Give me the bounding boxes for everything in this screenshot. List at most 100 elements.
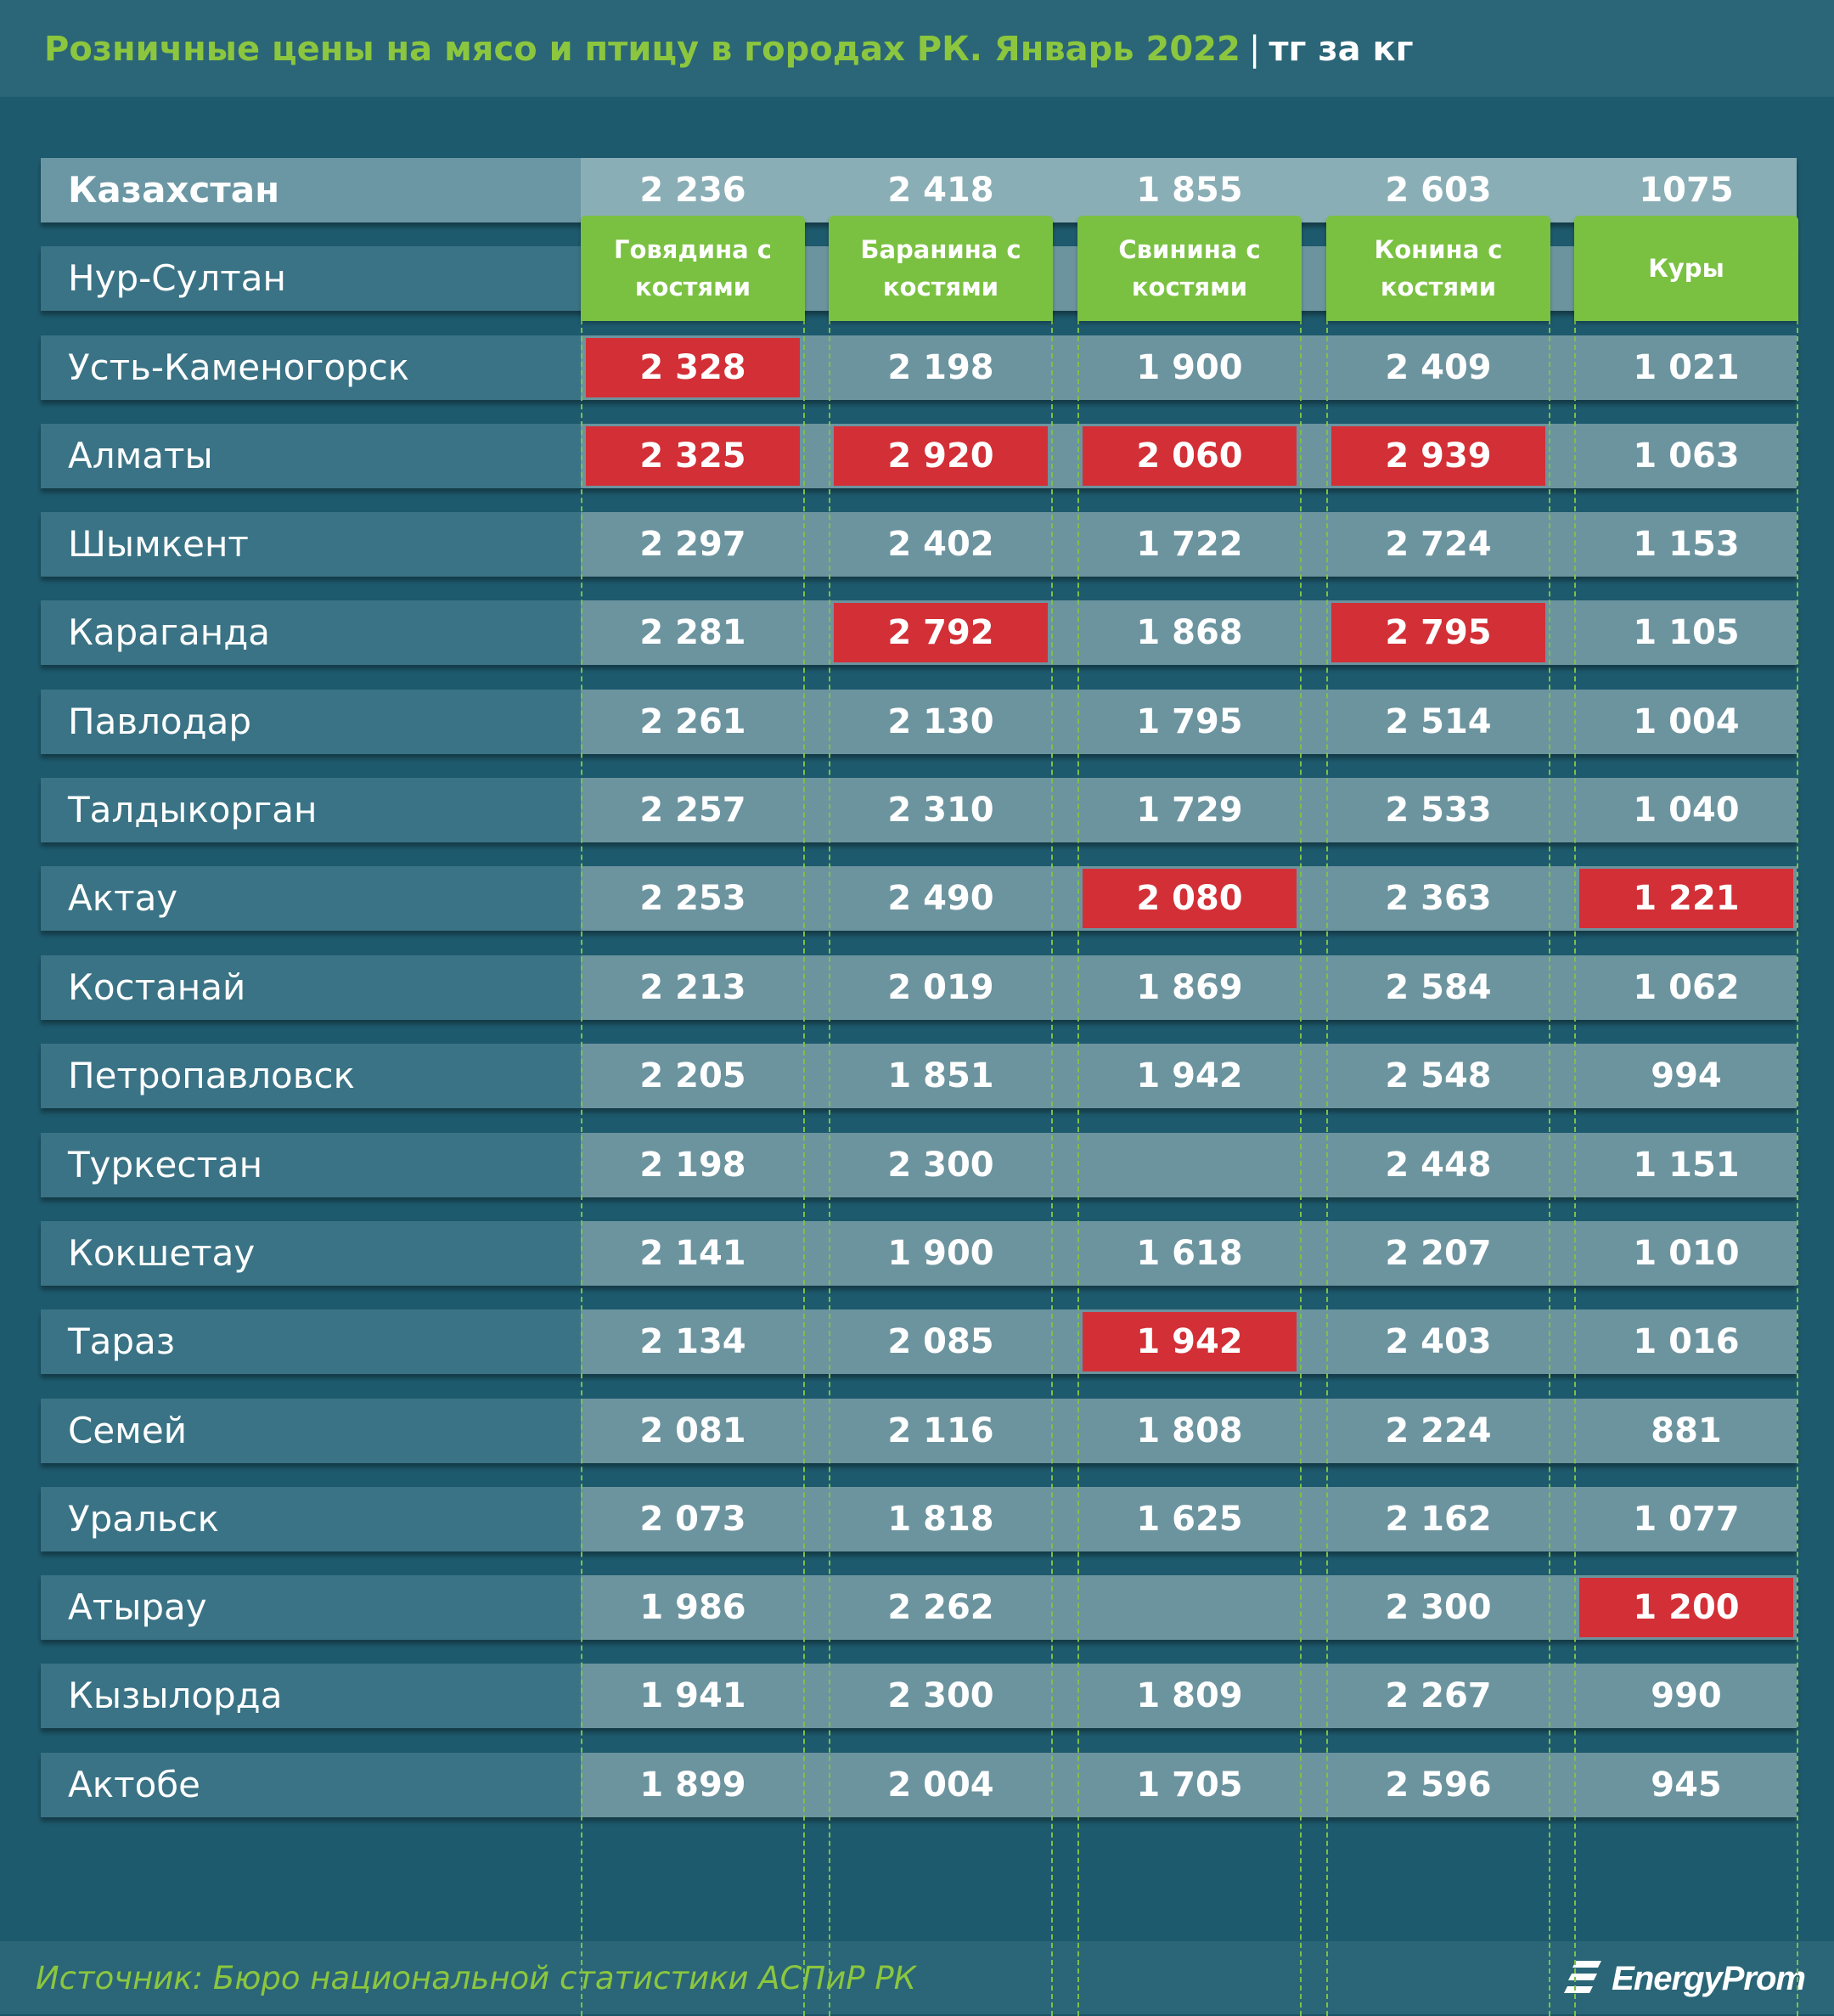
city-name: Актау [41, 866, 581, 931]
price-value: 2 548 [1385, 1056, 1492, 1095]
price-value: 2 724 [1385, 525, 1492, 564]
price-cell: 2 085 [829, 1309, 1053, 1374]
price-cell-highlighted: 2 325 [581, 424, 805, 488]
price-value: 1 986 [639, 1588, 746, 1627]
price-value: 2 019 [887, 968, 994, 1007]
price-cell: 2 548 [1326, 1044, 1550, 1108]
price-cell: 2 403 [1326, 1309, 1550, 1374]
price-cell: 2 073 [581, 1487, 805, 1551]
price-value: 881 [1651, 1411, 1722, 1450]
price-value: 2 792 [887, 613, 994, 652]
table-row: Актау 2 253 2 490 2 080 2 363 1 221 [41, 866, 1797, 931]
price-value: 1 729 [1136, 791, 1243, 830]
price-value: 2 328 [639, 348, 746, 387]
price-cell: 2 207 [1326, 1221, 1550, 1286]
price-cell: 1 941 [581, 1664, 805, 1728]
city-name: Усть-Каменогорск [41, 335, 581, 400]
price-cell: 1 851 [829, 1044, 1053, 1108]
price-cell: 2 004 [829, 1753, 1053, 1817]
city-name: Нур-Султан [41, 246, 581, 311]
city-name: Талдыкорган [41, 778, 581, 842]
column-header: Баранина с костями [829, 216, 1053, 321]
price-value: 2 116 [887, 1411, 994, 1450]
source-note: Источник: Бюро национальной статистики А… [36, 1960, 916, 1996]
table-row: Костанай 2 213 2 019 1 869 2 584 1 062 [41, 955, 1797, 1020]
price-value: 1 855 [1136, 171, 1243, 210]
price-value: 2 253 [639, 879, 746, 918]
price-cell: 2 253 [581, 866, 805, 931]
city-name: Караганда [41, 600, 581, 665]
price-value: 2 130 [887, 702, 994, 741]
price-cell-highlighted: 2 939 [1326, 424, 1550, 488]
price-cell: 2 134 [581, 1309, 805, 1374]
price-value: 2 085 [887, 1322, 994, 1361]
price-value: 1 942 [1136, 1056, 1243, 1095]
row-values-band [581, 600, 1797, 665]
price-cell: 2 267 [1326, 1664, 1550, 1728]
row-values-band [581, 512, 1797, 577]
price-cell: 2 533 [1326, 778, 1550, 842]
price-cell: 2 596 [1326, 1753, 1550, 1817]
city-name: Семей [41, 1399, 581, 1463]
table-row: Шымкент 2 297 2 402 1 722 2 724 1 153 [41, 512, 1797, 577]
price-value: 2 533 [1385, 791, 1492, 830]
price-cell: 2 724 [1326, 512, 1550, 577]
price-value: 2 162 [1385, 1500, 1492, 1539]
price-value: 2 267 [1385, 1676, 1492, 1715]
table-row: Кокшетау 2 141 1 900 1 618 2 207 1 010 [41, 1221, 1797, 1286]
row-values-band [581, 1664, 1797, 1728]
price-cell: 2 224 [1326, 1399, 1550, 1463]
table-row: Актобе 1 899 2 004 1 705 2 596 945 [41, 1753, 1797, 1817]
price-table: Говядина с костями Баранина с костями Свинин… [0, 97, 1834, 2016]
price-cell: 2 198 [581, 1133, 805, 1197]
price-cell: 2 418 [829, 158, 1053, 222]
price-cell-highlighted: 2 328 [581, 335, 805, 400]
table-row: Кызылорда 1 941 2 300 1 809 2 267 990 [41, 1664, 1797, 1728]
price-value: 2 795 [1385, 613, 1492, 652]
price-value: 1 151 [1633, 1146, 1740, 1185]
price-cell: 1 855 [1077, 158, 1302, 222]
table-row: Атырау 1 986 2 262 2 300 1 200 [41, 1575, 1797, 1640]
price-cell: 2 205 [581, 1044, 805, 1108]
price-cell-highlighted: 2 920 [829, 424, 1053, 488]
price-value: 2 060 [1136, 436, 1243, 476]
price-cell: 2 081 [581, 1399, 805, 1463]
city-name: Казахстан [41, 158, 581, 222]
table-row: Павлодар 2 261 2 130 1 795 2 514 1 004 [41, 690, 1797, 754]
price-value: 1 941 [639, 1676, 746, 1715]
price-value: 1 808 [1136, 1411, 1243, 1450]
price-cell-highlighted: 2 060 [1077, 424, 1302, 488]
price-value: 2 300 [1385, 1588, 1492, 1627]
price-cell-highlighted: 1 221 [1574, 866, 1798, 931]
price-value: 1 016 [1633, 1322, 1740, 1361]
city-name: Тараз [41, 1309, 581, 1374]
price-cell: 2 448 [1326, 1133, 1550, 1197]
price-cell: 1 942 [1077, 1044, 1302, 1108]
price-cell: 990 [1574, 1664, 1798, 1728]
price-value: 1 063 [1633, 436, 1740, 476]
price-value: 1 900 [887, 1234, 994, 1273]
price-value: 945 [1651, 1765, 1722, 1805]
row-values-band [581, 1487, 1797, 1551]
price-value: 2 603 [1385, 171, 1492, 210]
price-value: 2 448 [1385, 1146, 1492, 1185]
city-name: Туркестан [41, 1133, 581, 1197]
price-cell: 2 514 [1326, 690, 1550, 754]
chart-title-main: Розничные цены на мясо и птицу в городах… [44, 30, 1240, 69]
price-value: 2 418 [887, 171, 994, 210]
row-values-band [581, 158, 1797, 222]
table-row: Петропавловск 2 205 1 851 1 942 2 548 994 [41, 1044, 1797, 1108]
price-value: 2 300 [887, 1676, 994, 1715]
city-name: Атырау [41, 1575, 581, 1640]
price-cell: 1 062 [1574, 955, 1798, 1020]
city-name: Кокшетау [41, 1221, 581, 1286]
price-value: 2 262 [887, 1588, 994, 1627]
price-cell-highlighted: 1 200 [1574, 1575, 1798, 1640]
price-cell: 1 153 [1574, 512, 1798, 577]
price-cell: 1 900 [829, 1221, 1053, 1286]
price-value: 2 363 [1385, 879, 1492, 918]
table-row: Тараз 2 134 2 085 1 942 2 403 1 016 [41, 1309, 1797, 1374]
row-values-band [581, 1753, 1797, 1817]
table-row: Талдыкорган 2 257 2 310 1 729 2 533 1 040 [41, 778, 1797, 842]
price-cell: 1 818 [829, 1487, 1053, 1551]
